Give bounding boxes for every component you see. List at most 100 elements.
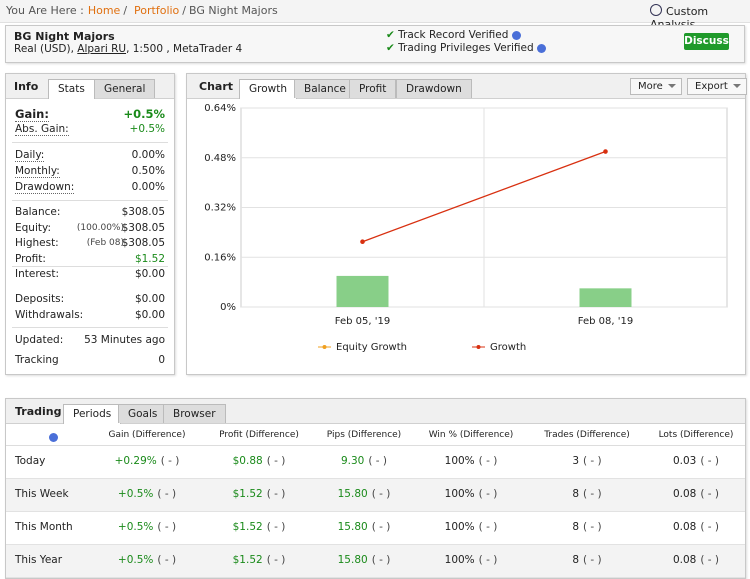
table-row: This Week +0.5%( - ) $1.52( - ) 15.80( - ) 1… (6, 479, 745, 512)
cell-value: 0.08 (672, 488, 697, 500)
stat-label: Abs. Gain: (15, 123, 69, 136)
tab[interactable]: Goals (118, 404, 168, 423)
cell-diff: ( - ) (266, 521, 286, 533)
column-header: Win % (Difference) (428, 430, 514, 440)
cell-value: $1.52 (232, 554, 263, 566)
cell-value: 0.03 (672, 455, 697, 467)
tab[interactable]: Balance (294, 79, 356, 98)
breadcrumb-item[interactable]: Home (87, 4, 121, 17)
column-header: Profit (Difference) (219, 430, 299, 440)
export-button[interactable]: Export (687, 78, 747, 95)
breadcrumb-separator: / (123, 4, 128, 17)
cell: 100%( - ) (411, 488, 531, 500)
separator (12, 200, 168, 201)
cell-value: $0.88 (232, 455, 263, 467)
stat-note: (Feb 08) (86, 238, 124, 248)
stat-value: 0 (158, 354, 165, 366)
info-title: Info (14, 80, 39, 93)
breadcrumb-prefix: You Are Here : (6, 4, 84, 17)
tab[interactable]: General (94, 79, 156, 98)
stat-value: 53 Minutes ago (84, 334, 165, 346)
cell-diff: ( - ) (700, 488, 720, 500)
breadcrumb-separator: / (182, 4, 187, 17)
cell-value: 3 (572, 455, 579, 467)
tab[interactable]: Stats (48, 79, 95, 99)
cell-value: 8 (572, 521, 579, 533)
cell: +0.5%( - ) (87, 521, 207, 533)
column-header: Gain (Difference) (108, 430, 186, 440)
account-title: BG Night Majors (14, 30, 115, 43)
cell-value: 8 (572, 488, 579, 500)
cell: $1.52( - ) (199, 488, 319, 500)
stat-label: Tracking (15, 354, 59, 366)
table-header-line (6, 445, 745, 446)
cell: 3 ( - ) (527, 455, 647, 467)
stat-value: +0.5% (129, 123, 165, 135)
help-icon[interactable] (49, 431, 58, 443)
tab[interactable]: Profit (349, 79, 397, 98)
cell-diff: ( - ) (371, 488, 391, 500)
cell: 15.80( - ) (304, 554, 424, 566)
stat-value: $0.00 (134, 293, 165, 305)
stat-label: Highest: (15, 237, 59, 249)
breadcrumb-item[interactable]: Portfolio (134, 4, 180, 17)
x-tick-label: Feb 08, '19 (578, 316, 633, 327)
tab[interactable]: Drawdown (396, 79, 472, 98)
cell-diff: ( - ) (700, 554, 720, 566)
tab[interactable]: Browser (163, 404, 226, 423)
stat-note: (100.00%) (76, 223, 124, 233)
breadcrumb: You Are Here : Home / Portfolio / BG Night Ma… (6, 4, 278, 17)
cell-diff: ( - ) (266, 554, 286, 566)
column-header: Pips (Difference) (326, 430, 402, 440)
cell: $1.52( - ) (199, 521, 319, 533)
y-tick-label: 0.32% (204, 203, 236, 214)
stat-label: Withdrawals: (15, 309, 84, 321)
chart-title: Chart (199, 80, 234, 93)
cell: 0.08( - ) (636, 554, 750, 566)
cell-diff: ( - ) (583, 455, 602, 467)
cell-value: +0.5% (117, 488, 154, 500)
verified-1: ✔ Track Record Verified (386, 29, 521, 41)
tab[interactable]: Growth (239, 79, 298, 99)
point (603, 149, 608, 154)
legend-marker (476, 345, 481, 349)
info-panel: Info Stats General Gain: +0.5% Abs. Gain: +… (5, 73, 175, 375)
cell: $1.52( - ) (199, 554, 319, 566)
verified-2: ✔ Trading Privileges Verified (386, 42, 546, 54)
y-tick-label: 0.16% (204, 252, 236, 263)
legend-label: Growth (490, 342, 526, 353)
stat-label: Gain: (15, 107, 49, 122)
account-details: Real (USD), Alpari RU, 1:500 , MetaTrade… (14, 43, 242, 55)
stat-value: 0.50% (131, 165, 165, 177)
cell-value: +0.5% (117, 521, 154, 533)
table-row: This Year +0.5%( - ) $1.52( - ) 15.80( - ) 1… (6, 545, 745, 578)
x-tick-label: Feb 05, '19 (335, 316, 390, 327)
verified-text: Trading Privileges Verified (398, 42, 534, 54)
broker-link[interactable]: Alpari RU (77, 43, 127, 55)
cell-diff: ( - ) (478, 554, 498, 566)
tab[interactable]: Periods (63, 404, 122, 424)
stat-value: $308.05 (121, 237, 165, 249)
cell-value: 9.30 (340, 455, 365, 467)
cell: 0.08( - ) (636, 521, 750, 533)
cell: 8 ( - ) (527, 521, 647, 533)
cell-diff: ( - ) (371, 521, 391, 533)
stat-label: Deposits: (15, 293, 65, 305)
cell-diff: ( - ) (583, 488, 602, 500)
discuss-button[interactable]: Discuss (684, 33, 729, 50)
cell: +0.29%( - ) (87, 455, 207, 467)
row-label: This Year (15, 554, 63, 566)
cell-value: 0.08 (672, 521, 697, 533)
cell-value: 8 (572, 554, 579, 566)
stat-value: 0.00% (131, 149, 165, 161)
cell-diff: ( - ) (478, 455, 498, 467)
y-tick-label: 0.48% (204, 153, 236, 164)
more-button[interactable]: More (630, 78, 682, 95)
cell: +0.5%( - ) (87, 488, 207, 500)
cell: 15.80( - ) (304, 521, 424, 533)
header: BG Night Majors Real (USD), Alpari RU, 1… (5, 25, 745, 63)
cell-value: 100% (444, 521, 475, 533)
stat-value: +0.5% (123, 107, 165, 121)
